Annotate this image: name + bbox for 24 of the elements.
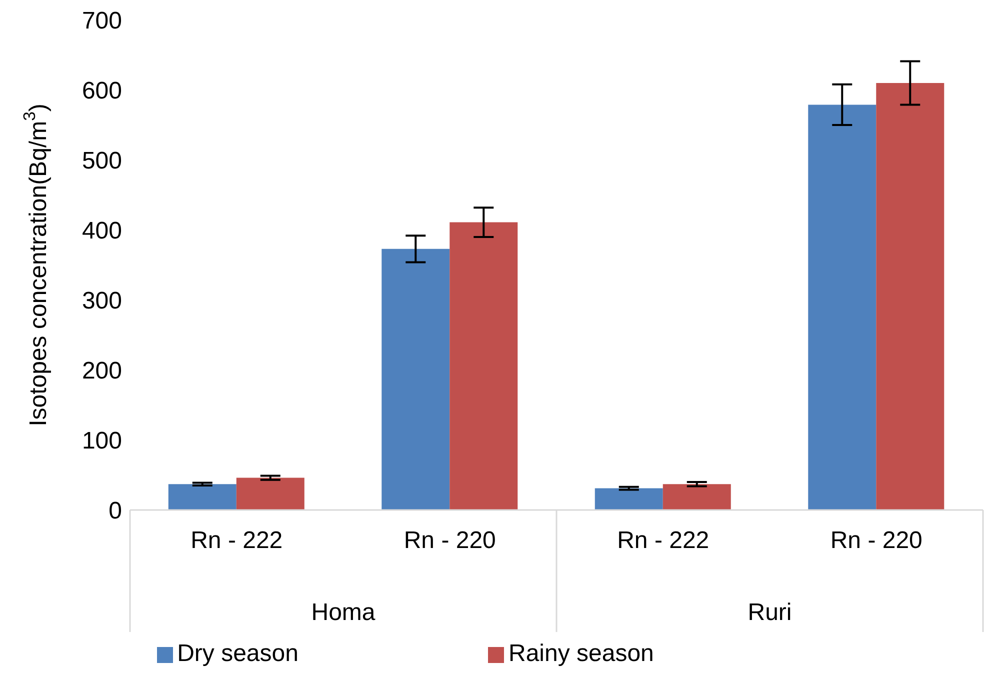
y-tick-label: 600 [82, 78, 122, 105]
y-tick-label: 400 [82, 218, 122, 245]
x-tick-label: Rn - 220 [830, 527, 922, 554]
bar [808, 104, 876, 510]
y-tick-label: 0 [108, 498, 122, 525]
bar [168, 484, 236, 510]
bar [662, 484, 731, 510]
legend-label: Dry season [177, 640, 298, 667]
y-tick-label: 700 [82, 8, 122, 35]
x-tick-label: Rn - 222 [617, 527, 710, 554]
bar [876, 83, 944, 510]
bar [382, 248, 450, 510]
y-tick-label: 300 [82, 288, 122, 315]
x-tick-label: Rn - 220 [404, 527, 496, 554]
bar [594, 488, 663, 510]
text: Ruri [748, 599, 792, 626]
bar [236, 478, 304, 510]
y-tick-label: 500 [82, 148, 122, 175]
x-tick-label: Rn - 222 [190, 527, 283, 554]
text: Homa [311, 599, 376, 626]
y-tick-label: 200 [82, 358, 122, 385]
y-tick-label: 100 [82, 428, 122, 455]
legend-label: Rainy season [508, 640, 654, 667]
bar [450, 222, 518, 510]
